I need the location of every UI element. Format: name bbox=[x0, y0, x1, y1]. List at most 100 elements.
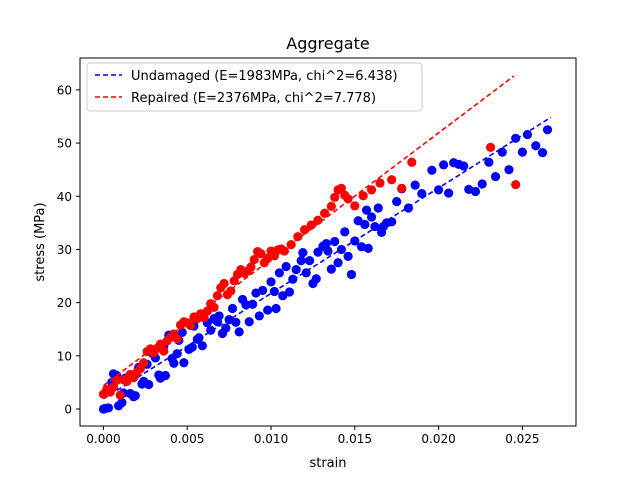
data-point-undamaged bbox=[254, 311, 264, 321]
data-point-undamaged bbox=[387, 217, 397, 227]
data-point-repaired bbox=[299, 225, 310, 235]
data-point-repaired bbox=[249, 254, 259, 265]
data-point-repaired bbox=[293, 232, 303, 242]
x-tick-label: 0.010 bbox=[254, 432, 288, 446]
data-point-repaired bbox=[139, 358, 149, 368]
data-point-repaired bbox=[397, 183, 407, 193]
legend-box bbox=[86, 62, 423, 112]
data-point-undamaged bbox=[459, 161, 469, 171]
legend: Undamaged (E=1983MPa, chi^2=6.438) Repai… bbox=[86, 62, 423, 112]
data-point-undamaged bbox=[197, 341, 207, 351]
data-point-undamaged bbox=[169, 358, 179, 368]
data-point-undamaged bbox=[531, 141, 541, 151]
data-point-undamaged bbox=[311, 274, 321, 284]
data-point-undamaged bbox=[477, 179, 487, 189]
data-point-undamaged bbox=[179, 358, 189, 368]
data-point-undamaged bbox=[366, 212, 377, 222]
data-point-undamaged bbox=[274, 268, 285, 278]
data-point-undamaged bbox=[221, 323, 231, 333]
data-point-repaired bbox=[256, 249, 266, 259]
data-point-undamaged bbox=[321, 238, 331, 249]
data-point-repaired bbox=[326, 201, 336, 211]
data-point-undamaged bbox=[187, 342, 197, 352]
legend-label-repaired: Repaired (E=2376MPa, chi^2=7.778) bbox=[131, 91, 376, 106]
x-axis-label: strain bbox=[309, 456, 346, 471]
data-point-undamaged bbox=[214, 311, 224, 321]
data-point-undamaged bbox=[392, 196, 402, 207]
data-point-repaired bbox=[159, 346, 169, 356]
data-point-undamaged bbox=[410, 180, 420, 190]
data-point-undamaged bbox=[373, 203, 383, 213]
y-tick-label: 60 bbox=[57, 83, 72, 97]
data-point-undamaged bbox=[497, 147, 507, 157]
data-point-repaired bbox=[366, 185, 377, 195]
data-point-undamaged bbox=[360, 219, 370, 230]
x-tick-label: 0.015 bbox=[338, 432, 372, 446]
data-point-undamaged bbox=[522, 129, 533, 140]
data-point-repaired bbox=[108, 382, 119, 392]
data-layer bbox=[98, 75, 553, 414]
x-tick-label: 0.025 bbox=[505, 432, 539, 446]
y-axis-label: stress (MPa) bbox=[33, 202, 48, 281]
data-point-repaired bbox=[209, 302, 219, 313]
data-point-undamaged bbox=[298, 248, 308, 258]
data-point-undamaged bbox=[323, 246, 333, 256]
data-point-undamaged bbox=[117, 398, 127, 408]
data-point-repaired bbox=[212, 291, 223, 301]
data-point-repaired bbox=[202, 306, 212, 316]
data-point-repaired bbox=[112, 375, 122, 385]
y-tick-label: 50 bbox=[57, 137, 72, 151]
data-point-undamaged bbox=[343, 251, 353, 261]
data-point-undamaged bbox=[281, 261, 291, 272]
data-point-repaired bbox=[115, 390, 125, 400]
data-point-undamaged bbox=[194, 333, 204, 343]
data-point-repaired bbox=[320, 208, 330, 218]
data-point-undamaged bbox=[470, 186, 481, 197]
data-point-undamaged bbox=[433, 185, 444, 195]
fit-line-repaired bbox=[102, 75, 515, 387]
y-tick-label: 40 bbox=[57, 190, 72, 204]
data-point-undamaged bbox=[340, 227, 350, 237]
data-point-repaired bbox=[375, 178, 385, 188]
y-tick-label: 30 bbox=[57, 243, 72, 257]
data-point-undamaged bbox=[160, 370, 171, 381]
x-tick-label: 0.000 bbox=[86, 432, 120, 446]
data-point-repaired bbox=[172, 334, 182, 344]
y-tick-label: 10 bbox=[57, 349, 72, 363]
data-point-repaired bbox=[219, 278, 229, 289]
data-point-undamaged bbox=[284, 287, 295, 297]
data-point-repaired bbox=[246, 262, 256, 272]
fit-line-undamaged bbox=[103, 116, 552, 400]
data-point-undamaged bbox=[271, 303, 281, 314]
data-point-repaired bbox=[306, 220, 316, 230]
data-point-undamaged bbox=[234, 327, 244, 337]
data-point-undamaged bbox=[439, 160, 449, 170]
data-point-undamaged bbox=[504, 165, 514, 175]
plot-area bbox=[98, 75, 553, 414]
data-point-undamaged bbox=[330, 236, 340, 247]
x-tick-label: 0.005 bbox=[170, 432, 204, 446]
data-point-repaired bbox=[122, 376, 132, 386]
data-point-undamaged bbox=[427, 165, 437, 175]
data-point-undamaged bbox=[263, 305, 273, 315]
x-tick-label: 0.020 bbox=[421, 432, 455, 446]
data-point-repaired bbox=[387, 175, 397, 185]
data-point-undamaged bbox=[333, 258, 343, 268]
data-point-undamaged bbox=[278, 291, 288, 301]
data-point-undamaged bbox=[103, 403, 114, 413]
data-point-undamaged bbox=[542, 125, 553, 135]
data-point-undamaged bbox=[484, 157, 494, 167]
data-point-undamaged bbox=[258, 285, 268, 295]
y-tick-label: 0 bbox=[64, 402, 72, 416]
data-point-undamaged bbox=[144, 379, 154, 390]
data-point-undamaged bbox=[291, 265, 301, 275]
data-point-undamaged bbox=[231, 317, 241, 327]
chart-title: Aggregate bbox=[286, 34, 369, 53]
data-point-repaired bbox=[358, 191, 368, 201]
data-point-undamaged bbox=[326, 264, 336, 274]
data-point-repaired bbox=[330, 192, 340, 202]
data-point-undamaged bbox=[444, 188, 454, 198]
data-point-repaired bbox=[336, 183, 347, 193]
data-point-undamaged bbox=[346, 269, 357, 280]
